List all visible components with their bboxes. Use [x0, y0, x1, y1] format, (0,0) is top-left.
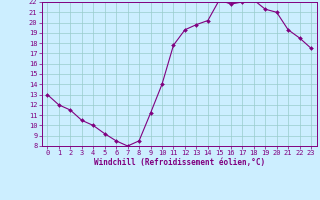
X-axis label: Windchill (Refroidissement éolien,°C): Windchill (Refroidissement éolien,°C) — [94, 158, 265, 167]
